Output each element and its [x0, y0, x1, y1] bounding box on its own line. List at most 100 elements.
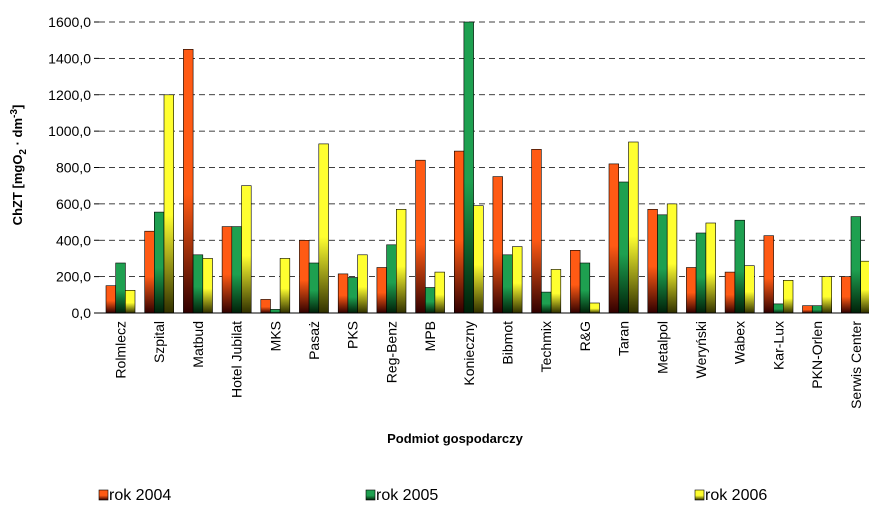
x-category-label: PKS [345, 321, 361, 349]
bar-rok-2004 [260, 299, 271, 314]
bar-rok-2006 [666, 203, 678, 314]
bar-rok-2005 [192, 254, 204, 314]
bar-rok-2005 [347, 277, 358, 314]
y-tick-label: 0,0 [72, 305, 92, 321]
bar-rok-2006 [395, 209, 407, 314]
bar-rok-2004 [376, 267, 387, 314]
y-tick-label: 1400,0 [48, 50, 91, 66]
x-category-label: Szpital [151, 321, 167, 363]
bar-rok-2006 [357, 254, 368, 314]
x-category-label: Kar-Lux [770, 321, 786, 370]
legend-swatch [365, 489, 376, 501]
bar-rok-2006 [318, 143, 329, 314]
legend: rok 2004 rok 2005 rok 2006 [98, 487, 767, 504]
bar-rok-2004 [647, 209, 658, 314]
y-tick-label: 200,0 [56, 269, 91, 285]
bar-rok-2004 [763, 235, 774, 314]
bar-rok-2005 [695, 232, 707, 314]
bar-rok-2004 [608, 163, 619, 314]
bar-rok-2006 [589, 302, 600, 314]
x-category-label: Weryński [693, 321, 709, 378]
bar-rok-2006 [434, 271, 445, 314]
y-tick-label: 800,0 [56, 160, 91, 176]
y-tick-label: 400,0 [56, 232, 91, 248]
y-axis-title-main: ChZT [mgO [10, 155, 25, 226]
bar-rok-2005 [579, 262, 591, 314]
x-category-label: Techmix [538, 321, 554, 372]
bar-rok-2005 [850, 216, 861, 314]
bars [105, 21, 869, 314]
x-category-label: MPB [422, 321, 438, 351]
bar-rok-2006 [821, 276, 832, 314]
y-tick-label: 1200,0 [48, 87, 91, 103]
bar-rok-2006 [628, 141, 639, 314]
y-axis-title-sup: -3 [9, 109, 20, 118]
bar-rok-2004 [531, 149, 542, 314]
bar-rok-2006 [782, 279, 794, 314]
bar-rok-2004 [144, 230, 155, 314]
x-axis-categories: Rolmlecz Szpital Matbud Hotel Jubilat MKS Pas… [113, 321, 864, 409]
bar-rok-2005 [657, 214, 668, 314]
x-category-label: Wabex [732, 321, 748, 364]
bar-rok-2004 [492, 176, 503, 314]
x-category-label: Metalpol [654, 321, 670, 374]
bar-rok-2005 [618, 181, 629, 314]
x-category-label: Rolmlecz [113, 321, 129, 379]
bar-rok-2006 [241, 185, 252, 314]
bar-rok-2005 [734, 219, 745, 314]
x-category-label: Reg-Benz [383, 321, 399, 383]
bar-rok-2004 [686, 267, 697, 314]
bar-rok-2005 [231, 226, 242, 314]
bar-rok-2006 [550, 269, 562, 314]
x-category-label: MKS [267, 321, 283, 351]
x-axis-title: Podmiot gospodarczy [387, 431, 524, 446]
bar-rok-2004 [299, 240, 310, 314]
y-axis-title: ChZT [mgO2 · dm-3] [9, 105, 29, 226]
bar-rok-2006 [473, 205, 484, 314]
bar-rok-2006 [125, 289, 136, 314]
bar-rok-2006 [202, 258, 213, 314]
y-tick-label: 1000,0 [48, 123, 91, 139]
y-axis-title-mid: · dm [10, 118, 25, 149]
bar-rok-2004 [337, 273, 349, 314]
bar-rok-2004 [183, 48, 194, 314]
x-category-label: R&G [577, 321, 593, 351]
gridlines [99, 21, 869, 278]
bar-rok-2005 [811, 305, 823, 314]
x-category-label: Pasaż [306, 321, 322, 360]
bar-rok-2006 [860, 260, 869, 314]
bar-rok-2006 [279, 258, 291, 314]
bar-rok-2004 [802, 305, 813, 314]
y-axis-title-end: ] [10, 105, 25, 109]
bar-rok-2005 [773, 303, 784, 314]
bar-rok-2005 [541, 291, 552, 314]
x-category-label: Konieczny [461, 321, 477, 386]
bar-rok-2006 [163, 94, 174, 314]
bar-rok-2004 [415, 159, 426, 314]
legend-label: rok 2005 [376, 487, 438, 504]
bar-rok-2005 [270, 309, 281, 314]
bar-rok-2006 [512, 246, 523, 314]
bar-rok-2004 [105, 285, 116, 314]
bar-rok-2004 [840, 276, 852, 314]
bar-rok-2006 [705, 222, 716, 314]
bar-rok-2005 [154, 211, 165, 314]
bar-rok-2005 [115, 262, 126, 314]
bar-rok-2005 [502, 254, 513, 314]
legend-swatch [98, 489, 109, 501]
x-category-label: Serwis Center [848, 321, 864, 409]
x-category-label: Taran [616, 321, 632, 356]
bar-rok-2004 [453, 150, 465, 314]
y-axis-ticks: 0,0 200,0 400,0 600,0 800,0 1000,0 1200,0 1400,… [48, 14, 99, 321]
y-tick-label: 600,0 [56, 196, 91, 212]
x-category-label: Matbud [190, 321, 206, 368]
x-category-label: Hotel Jubilat [229, 321, 245, 398]
bar-rok-2004 [570, 250, 581, 314]
bar-rok-2006 [744, 265, 755, 314]
bar-rok-2005 [424, 287, 436, 314]
y-tick-label: 1600,0 [48, 14, 91, 30]
bar-rok-2005 [463, 21, 474, 314]
bar-rok-2004 [221, 226, 233, 314]
y-axis-title-sub: 2 [18, 149, 29, 155]
